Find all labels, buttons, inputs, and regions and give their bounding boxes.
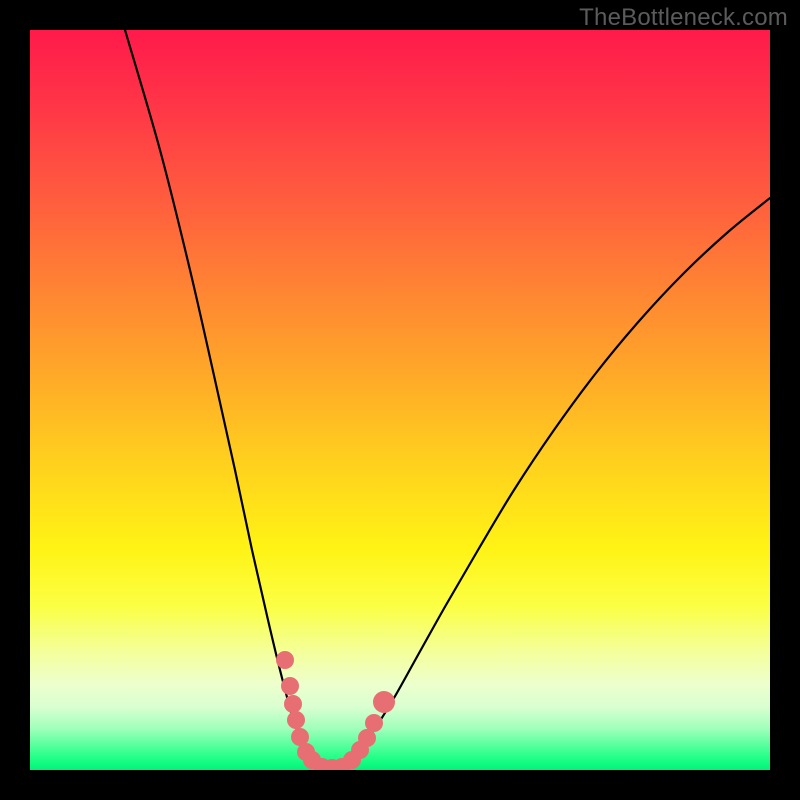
chart-frame: TheBottleneck.com — [0, 0, 800, 800]
chart-svg — [30, 30, 770, 770]
watermark-text: TheBottleneck.com — [579, 4, 788, 32]
curve-marker — [276, 651, 294, 669]
plot-area — [30, 30, 770, 770]
curve-marker — [365, 714, 383, 732]
curve-marker — [373, 691, 395, 713]
gradient-background — [30, 30, 770, 770]
curve-marker — [281, 677, 299, 695]
curve-marker — [287, 711, 305, 729]
curve-marker — [284, 695, 302, 713]
